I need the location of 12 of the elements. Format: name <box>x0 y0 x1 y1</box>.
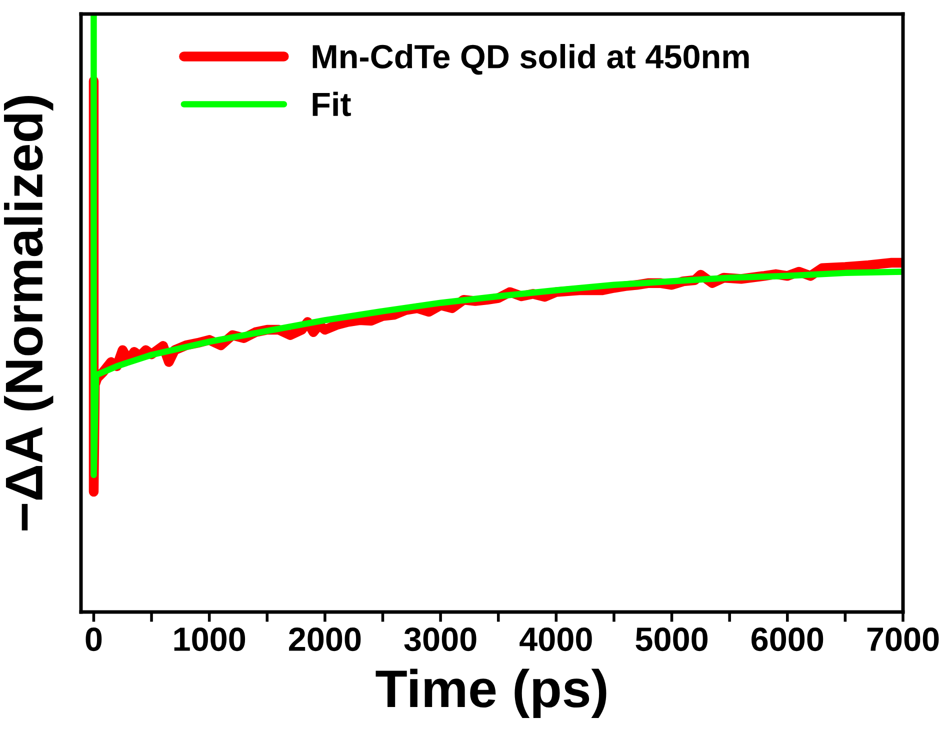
x-axis-title: Time (ps) <box>376 668 606 718</box>
x-tick-label: 0 <box>86 627 102 652</box>
legend-label: Mn-CdTe QD solid at 450nm <box>312 44 749 75</box>
x-tick-label: 1000 <box>174 627 246 652</box>
x-tick-label: 5000 <box>636 627 708 652</box>
x-tick-label: 3000 <box>404 627 476 652</box>
x-tick-label: 2000 <box>289 627 361 652</box>
legend-label: Fit <box>312 92 351 116</box>
x-tick-label: 6000 <box>752 627 824 652</box>
x-tick-label: 7000 <box>867 627 939 652</box>
y-axis-title: −ΔA (Normalized) <box>4 96 54 530</box>
x-tick-label: 4000 <box>520 627 592 652</box>
